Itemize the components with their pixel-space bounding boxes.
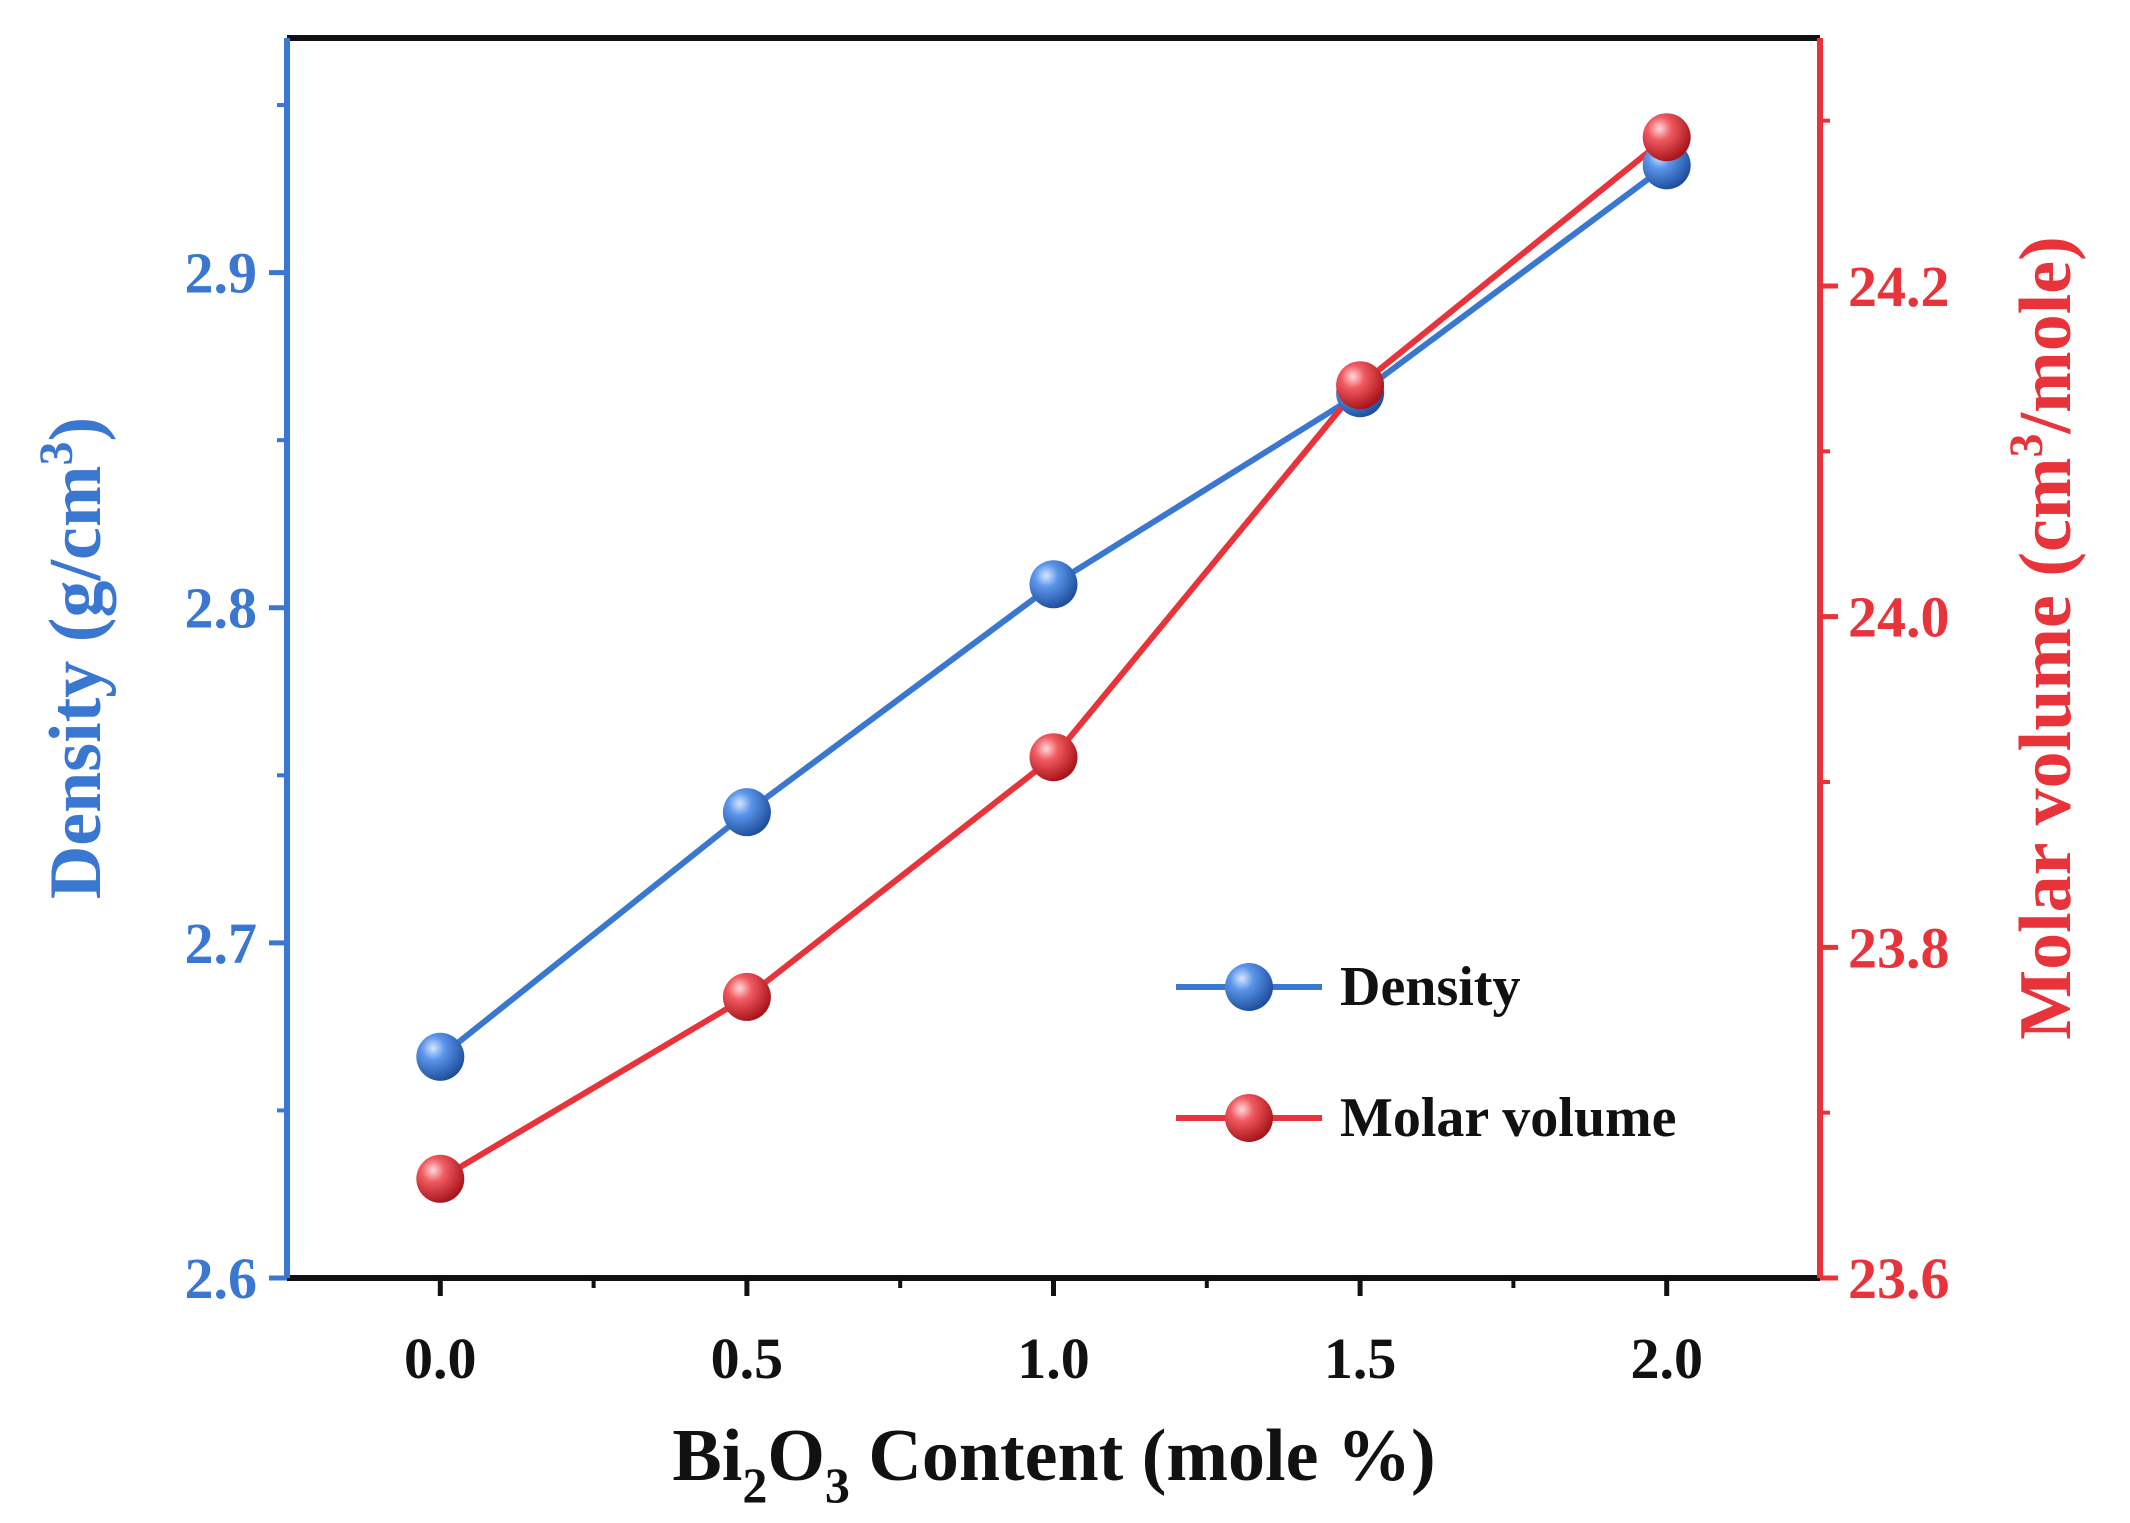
right-tick-label: 24.2 [1848, 254, 1950, 319]
data-point-molar-volume [1336, 361, 1385, 410]
legend-marker-density [1225, 963, 1273, 1011]
right-tick-label: 23.8 [1848, 915, 1950, 980]
x-tick-label: 0.0 [404, 1326, 477, 1391]
x-axis-title: Bi2O3 Content (mole %) [672, 1415, 1435, 1513]
legend-label-molar-volume: Molar volume [1340, 1087, 1676, 1149]
series-line-density [438, 162, 1669, 1060]
legend-item-molar-volume: Molar volume [1176, 1087, 1676, 1149]
right-tick-label: 24.0 [1848, 585, 1950, 650]
x-tick-label: 1.5 [1324, 1326, 1397, 1391]
data-point-density [1029, 560, 1078, 609]
left-tick-label: 2.8 [185, 576, 258, 641]
right-axis-title: Molar volume (cm3/mole) [2000, 236, 2087, 1040]
x-tick-label: 0.5 [711, 1326, 784, 1391]
legend-item-density: Density [1176, 956, 1520, 1018]
data-point-density [722, 788, 771, 837]
left-ticks: 2.6 2.7 2.8 2.9 [185, 103, 287, 1311]
series-line-molar-volume [438, 134, 1669, 1182]
legend-marker-molar-volume [1225, 1094, 1273, 1142]
data-point-molar-volume [416, 1154, 465, 1203]
right-tick-label: 23.6 [1848, 1246, 1950, 1311]
data-point-molar-volume [722, 972, 771, 1021]
left-tick-label: 2.9 [185, 241, 258, 306]
data-point-density [416, 1032, 465, 1081]
series-layer [416, 113, 1691, 1203]
x-tick-label: 1.0 [1017, 1326, 1090, 1391]
legend-label-density: Density [1340, 956, 1520, 1018]
x-ticks: 0.0 0.5 1.0 1.5 2.0 [404, 1278, 1703, 1391]
legend: Density Molar volume [1176, 956, 1676, 1149]
data-point-molar-volume [1029, 733, 1078, 782]
left-axis-title: Density (g/cm3) [30, 417, 117, 899]
left-tick-label: 2.7 [185, 911, 258, 976]
right-ticks: 23.6 23.8 24.0 24.2 [1820, 118, 1950, 1311]
data-point-molar-volume [1642, 113, 1691, 162]
left-tick-label: 2.6 [185, 1246, 258, 1311]
x-tick-label: 2.0 [1630, 1326, 1703, 1391]
